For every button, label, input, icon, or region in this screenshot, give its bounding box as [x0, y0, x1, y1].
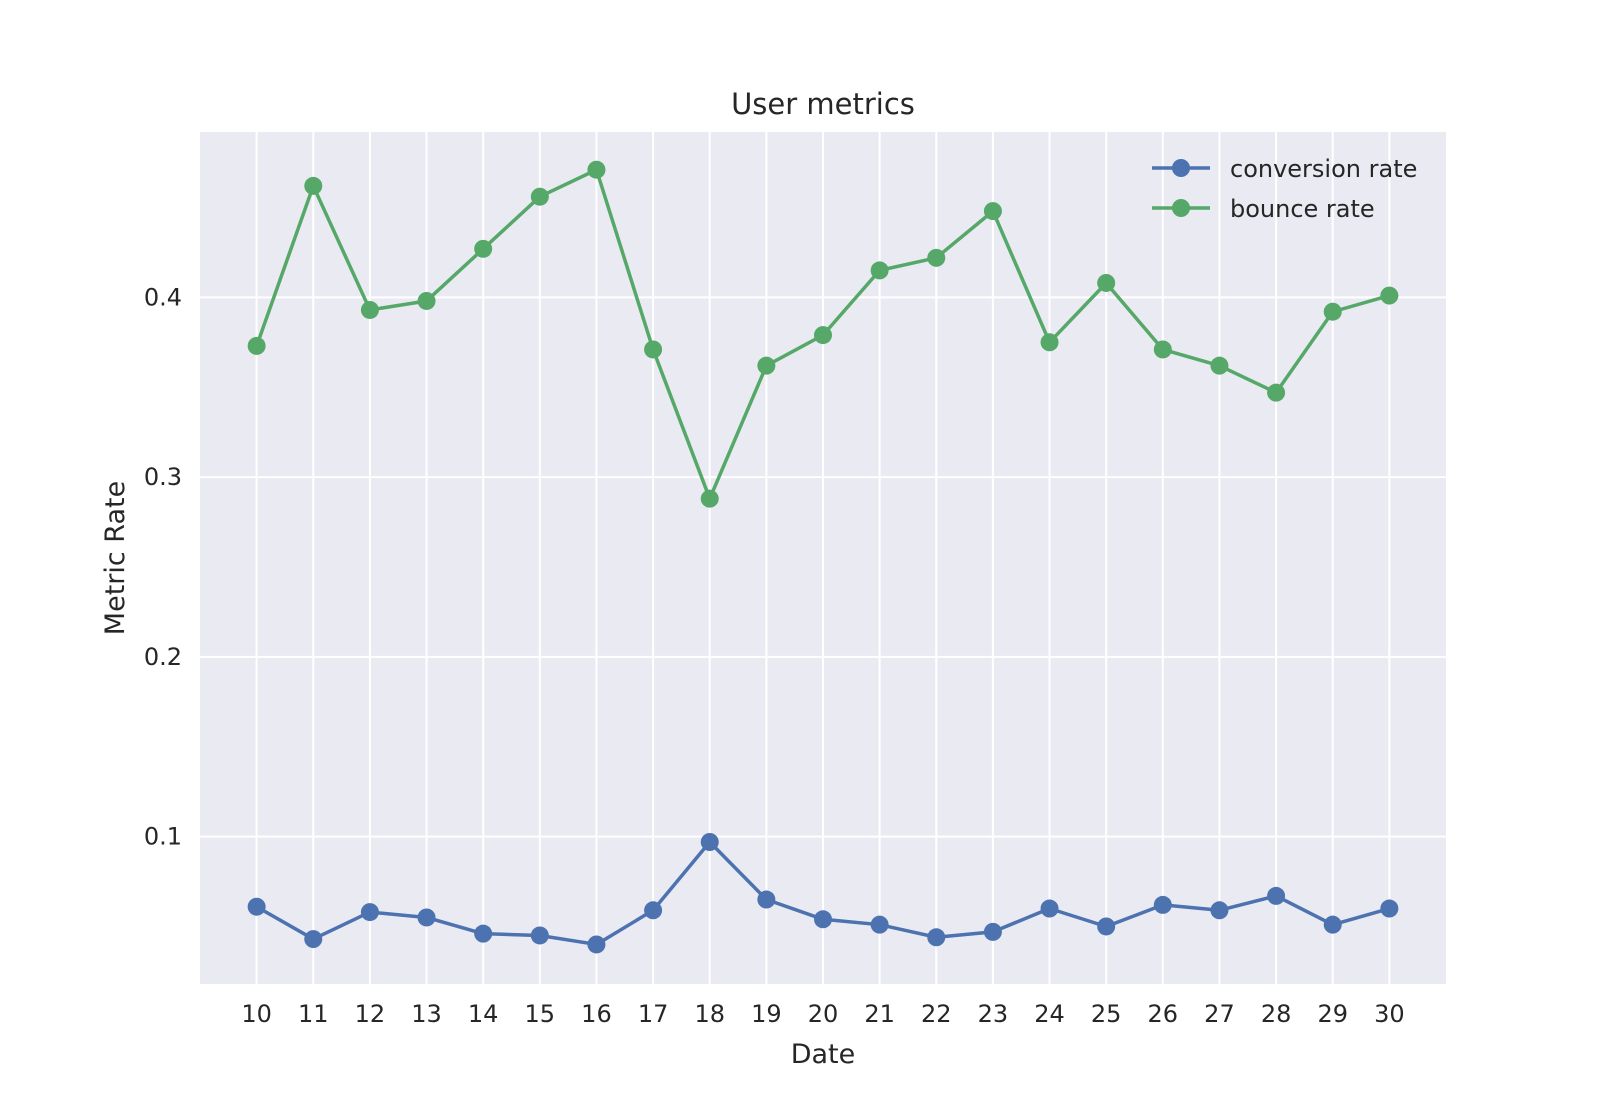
data-point-conversion-rate: [360, 903, 379, 922]
data-point-bounce-rate: [474, 239, 493, 258]
data-point-conversion-rate: [1323, 915, 1342, 934]
data-point-conversion-rate: [417, 908, 436, 927]
tick-labels: 10 11 12 13 14 15 16 17 18 19 20 21 22 23 24 25 26 27 28 29…: [144, 283, 1405, 1028]
x-tick-label: 25: [1091, 1000, 1122, 1028]
data-point-bounce-rate: [530, 187, 549, 206]
x-tick-label: 10: [241, 1000, 272, 1028]
data-point-bounce-rate: [360, 300, 379, 319]
legend-label-bounce-rate: bounce rate: [1230, 195, 1375, 223]
data-point-bounce-rate: [1153, 340, 1172, 359]
x-tick-label: 22: [921, 1000, 952, 1028]
grid: [200, 132, 1446, 984]
y-tick-label: 0.3: [144, 463, 182, 491]
data-point-conversion-rate: [927, 928, 946, 947]
data-point-conversion-rate: [1097, 917, 1116, 936]
x-tick-label: 14: [468, 1000, 499, 1028]
data-point-conversion-rate: [1210, 901, 1229, 920]
x-tick-label: 26: [1148, 1000, 1179, 1028]
data-point-bounce-rate: [1323, 302, 1342, 321]
x-tick-label: 13: [411, 1000, 442, 1028]
data-point-bounce-rate: [1040, 333, 1059, 352]
data-point-conversion-rate: [1267, 886, 1286, 905]
data-point-conversion-rate: [1040, 899, 1059, 918]
data-point-conversion-rate: [530, 926, 549, 945]
y-tick-label: 0.4: [144, 283, 182, 311]
data-point-bounce-rate: [927, 248, 946, 267]
data-point-bounce-rate: [1210, 356, 1229, 375]
x-tick-label: 27: [1204, 1000, 1235, 1028]
x-tick-label: 20: [808, 1000, 839, 1028]
y-tick-label: 0.1: [144, 823, 182, 851]
x-tick-label: 15: [525, 1000, 556, 1028]
x-tick-label: 30: [1374, 1000, 1405, 1028]
x-tick-label: 17: [638, 1000, 669, 1028]
x-tick-label: 28: [1261, 1000, 1292, 1028]
data-point-conversion-rate: [1380, 899, 1399, 918]
x-tick-label: 29: [1317, 1000, 1348, 1028]
data-point-bounce-rate: [814, 326, 832, 345]
x-tick-label: 24: [1034, 1000, 1065, 1028]
data-point-bounce-rate: [1380, 286, 1399, 305]
chart-title: User metrics: [731, 87, 915, 121]
data-point-bounce-rate: [417, 291, 436, 310]
x-tick-label: 11: [298, 1000, 329, 1028]
data-point-conversion-rate: [1153, 895, 1172, 914]
data-point-bounce-rate: [1097, 273, 1116, 292]
data-point-conversion-rate: [247, 897, 266, 916]
data-point-conversion-rate: [700, 833, 719, 851]
data-point-bounce-rate: [757, 356, 776, 375]
data-point-conversion-rate: [870, 915, 889, 934]
data-point-conversion-rate: [644, 901, 663, 920]
x-tick-label: 21: [864, 1000, 895, 1028]
x-tick-label: 19: [751, 1000, 782, 1028]
series-layer: [247, 160, 1399, 954]
data-point-conversion-rate: [814, 910, 832, 929]
x-axis-label: Date: [791, 1039, 856, 1070]
data-point-conversion-rate: [983, 922, 1002, 941]
data-point-bounce-rate: [983, 202, 1002, 221]
x-tick-label: 16: [581, 1000, 612, 1028]
x-tick-label: 12: [355, 1000, 386, 1028]
data-point-bounce-rate: [587, 160, 606, 179]
data-point-bounce-rate: [870, 261, 889, 280]
data-point-conversion-rate: [587, 935, 606, 954]
legend-label-conversion-rate: conversion rate: [1230, 155, 1417, 183]
legend: conversion rate bounce rate: [1152, 155, 1417, 223]
data-point-conversion-rate: [757, 890, 776, 909]
legend-marker-bounce-rate: [1172, 199, 1190, 217]
data-point-bounce-rate: [247, 336, 266, 355]
x-tick-label: 18: [694, 1000, 725, 1028]
data-point-bounce-rate: [700, 489, 719, 508]
data-point-bounce-rate: [304, 176, 323, 195]
data-point-bounce-rate: [644, 340, 663, 359]
data-point-conversion-rate: [304, 930, 323, 949]
y-axis-label: Metric Rate: [100, 481, 131, 635]
legend-marker-conversion-rate: [1172, 159, 1190, 177]
x-tick-label: 23: [978, 1000, 1009, 1028]
y-tick-label: 0.2: [144, 643, 182, 671]
data-point-conversion-rate: [474, 924, 493, 943]
data-point-bounce-rate: [1267, 383, 1286, 402]
